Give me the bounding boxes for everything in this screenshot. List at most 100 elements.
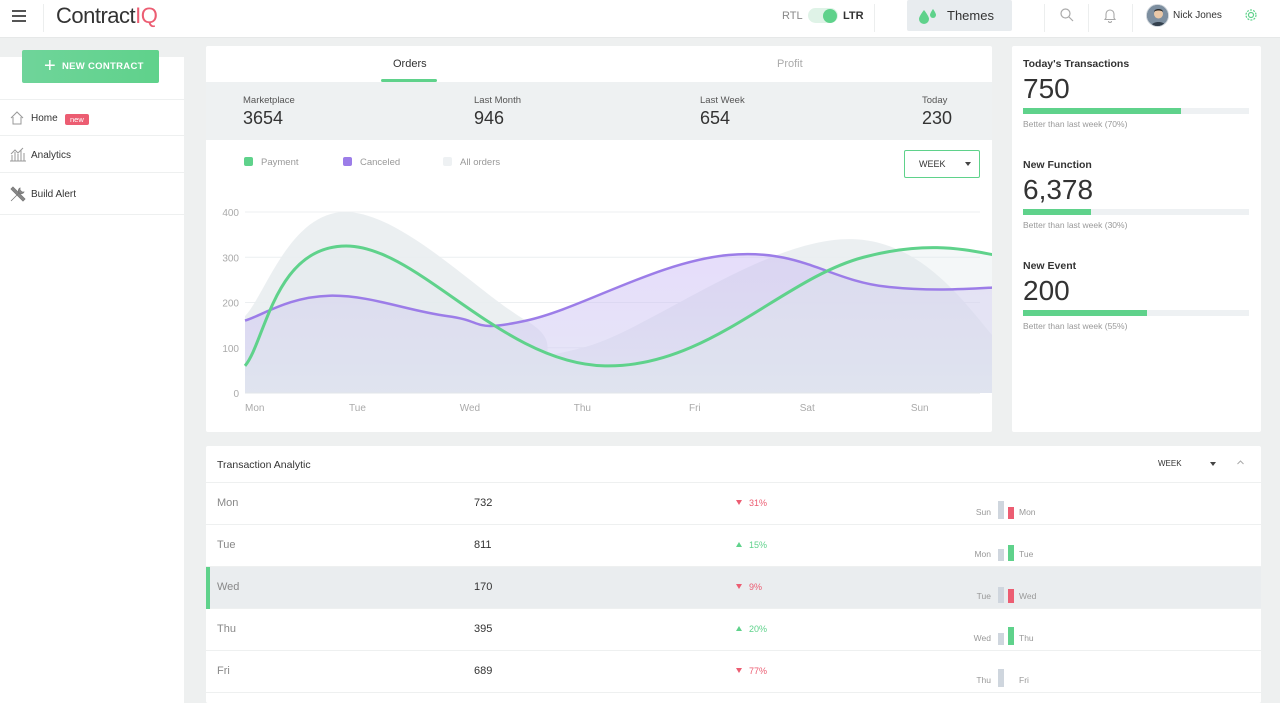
progress-fill <box>1023 310 1148 316</box>
logo-accent-text: IQ <box>135 3 158 28</box>
top-bar: ContractIQ RTL LTR Themes Nick Jones <box>0 0 1280 38</box>
legend-canceled[interactable]: Canceled <box>343 157 400 168</box>
row-change: 77% <box>736 666 767 676</box>
search-icon[interactable] <box>1059 7 1075 23</box>
spark-prev-label: Sun <box>975 507 991 517</box>
row-sparkline: Wed Thu <box>971 621 1061 645</box>
period-select[interactable]: WEEK <box>1158 459 1182 468</box>
user-name: Nick Jones <box>1173 10 1222 21</box>
period-select[interactable]: WEEK <box>904 150 980 178</box>
period-select-value: WEEK <box>919 159 946 169</box>
sidebar-item-build-alert[interactable]: Build Alert <box>0 172 184 215</box>
stat-marketplace: Marketplace 3654 <box>243 95 295 129</box>
row-day: Fri <box>217 665 230 677</box>
row-change: 15% <box>736 540 767 550</box>
spark-cur-bar <box>1008 507 1014 519</box>
spark-prev-bar <box>998 633 1004 645</box>
row-sparkline: Tue Wed <box>971 579 1061 603</box>
transaction-analytic-header: Transaction Analytic WEEK <box>206 446 1261 483</box>
new-contract-button[interactable]: + NEW CONTRACT <box>22 50 159 83</box>
row-change-value: 20% <box>749 624 768 634</box>
themes-button[interactable]: Themes <box>907 0 1012 31</box>
settings-gear-icon[interactable] <box>1243 7 1259 23</box>
orders-chart: 0 100 200 300 400 Mon Tue Wed Thu Fri Sat Sun <box>222 208 992 414</box>
themes-label: Themes <box>947 8 994 23</box>
orders-card: Orders Profit Marketplace 3654 Last Mont… <box>206 46 992 432</box>
table-row[interactable]: Mon 732 31% Sun Mon <box>206 483 1261 525</box>
logo-text: Contract <box>56 3 136 28</box>
tab-orders[interactable]: Orders <box>393 58 427 70</box>
app-logo[interactable]: ContractIQ <box>56 3 158 29</box>
chevron-down-icon[interactable] <box>1210 462 1216 466</box>
chevron-up-icon[interactable] <box>1236 458 1245 467</box>
stat-today: Today 230 <box>922 95 952 129</box>
row-day: Mon <box>217 497 239 509</box>
sidebar-item-label: Analytics <box>31 150 72 161</box>
spark-cur-label: Mon <box>1019 507 1036 517</box>
row-change-value: 9% <box>749 582 763 592</box>
home-icon <box>10 111 24 125</box>
row-value: 689 <box>474 665 493 677</box>
metric-note: Better than last week (30%) <box>1023 220 1128 230</box>
stat-label: Marketplace <box>243 95 295 106</box>
metric-title: Today's Transactions <box>1023 58 1130 70</box>
legend-all-orders[interactable]: All orders <box>443 157 500 168</box>
table-row[interactable]: Wed 170 9% Tue Wed <box>206 567 1261 609</box>
x-tick-label: Tue <box>349 403 366 414</box>
series-line-payment <box>243 244 992 368</box>
row-change: 9% <box>736 582 762 592</box>
arrow-up-icon <box>736 542 742 547</box>
row-sparkline: Sun Mon <box>971 495 1061 519</box>
spark-prev-bar <box>998 587 1004 603</box>
table-row[interactable]: Thu 395 20% Wed Thu <box>206 609 1261 651</box>
row-sparkline: Mon Tue <box>971 537 1061 561</box>
rtl-label: RTL <box>782 10 803 22</box>
progress-bar <box>1023 310 1249 316</box>
spark-prev-label: Tue <box>976 591 991 601</box>
sidebar-item-label: Home <box>31 113 58 124</box>
ltr-label: LTR <box>843 10 864 22</box>
legend-label: Canceled <box>360 157 401 168</box>
direction-toggle[interactable] <box>808 8 838 23</box>
row-value: 732 <box>474 497 493 509</box>
arrow-down-icon <box>736 584 742 589</box>
spark-prev-bar <box>998 549 1004 561</box>
hamburger-menu-icon[interactable] <box>12 10 26 24</box>
series-line-canceled <box>244 252 992 328</box>
arrow-up-icon <box>736 626 742 631</box>
spark-prev-label: Thu <box>976 675 991 685</box>
row-value: 811 <box>474 539 492 551</box>
sidebar-item-analytics[interactable]: Analytics <box>0 135 184 172</box>
today-transactions-card: Today's Transactions 750 Better than las… <box>1012 46 1261 432</box>
metric-new-event: New Event 200 Better than last week (55%… <box>1023 260 1249 331</box>
avatar <box>1146 4 1169 27</box>
metric-new-function: New Function 6,378 Better than last week… <box>1023 159 1249 230</box>
sidebar: + NEW CONTRACT Home new Analytics Build … <box>0 38 184 703</box>
progress-fill <box>1023 108 1182 114</box>
arrow-down-icon <box>736 668 742 673</box>
y-tick-label: 100 <box>222 344 239 355</box>
new-badge: new <box>65 114 89 125</box>
table-row[interactable]: Tue 811 15% Mon Tue <box>206 525 1261 567</box>
tab-profit[interactable]: Profit <box>777 58 803 70</box>
metric-value: 200 <box>1023 275 1070 306</box>
stat-label: Last Week <box>700 95 745 106</box>
bell-icon[interactable] <box>1102 7 1118 23</box>
x-tick-label: Wed <box>460 403 480 414</box>
x-tick-label: Mon <box>245 403 264 414</box>
stat-value: 3654 <box>243 108 284 128</box>
legend-swatch <box>443 157 452 166</box>
sidebar-item-home[interactable]: Home new <box>0 99 184 135</box>
row-change-value: 31% <box>749 498 768 508</box>
legend-payment[interactable]: Payment <box>244 157 299 168</box>
y-tick-label: 400 <box>222 208 239 219</box>
legend-swatch <box>343 157 352 166</box>
row-day: Thu <box>217 623 236 635</box>
table-row[interactable]: Fri 689 77% Thu Fri <box>206 651 1261 693</box>
stat-label: Today <box>922 95 948 106</box>
divider <box>43 4 44 32</box>
metric-note: Better than last week (55%) <box>1023 321 1128 331</box>
active-tab-indicator <box>381 79 437 82</box>
metric-value: 750 <box>1023 73 1070 104</box>
spark-cur-bar <box>1008 545 1014 561</box>
